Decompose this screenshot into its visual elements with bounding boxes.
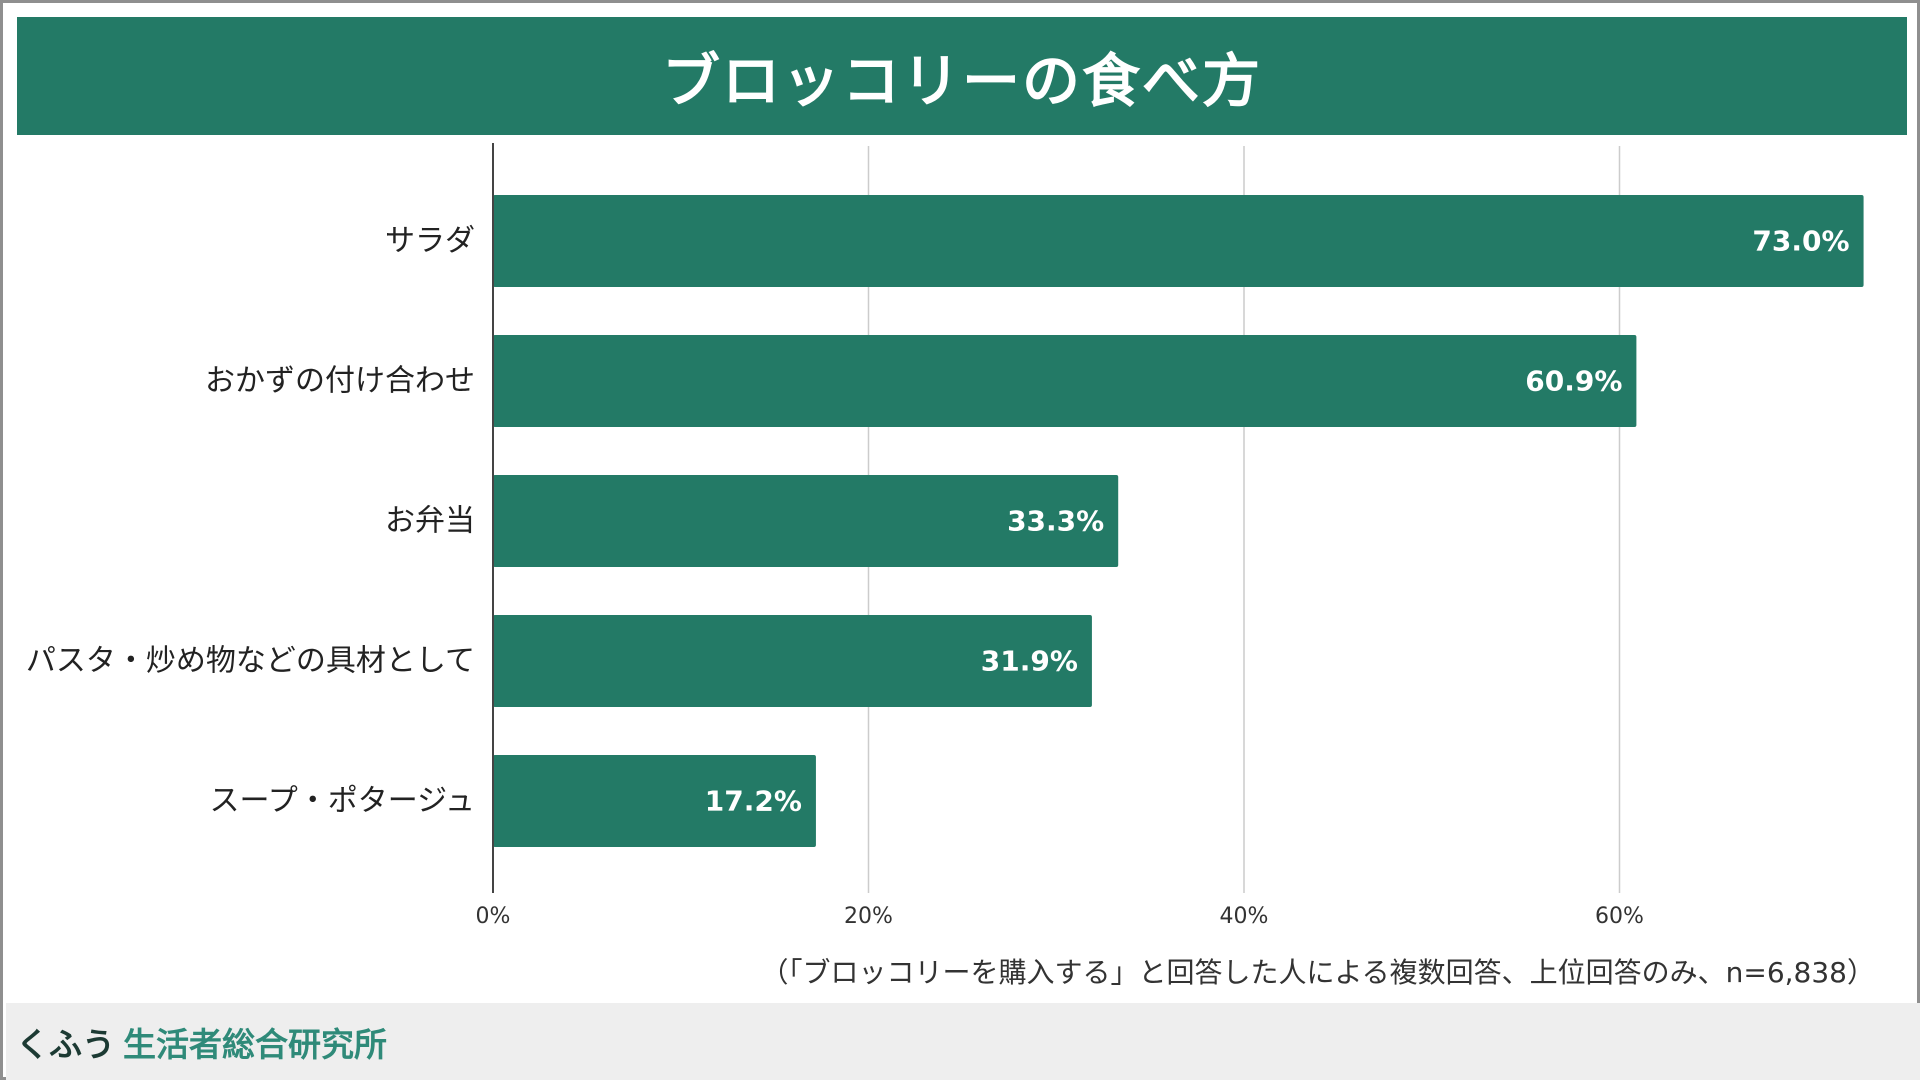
bar-chart: 73.0% サラダ 60.9% おかずの付け合わせ 33.3% お弁当 31.9% パスタ・炒… — [26, 143, 1864, 929]
organization-name-part1: くふう — [16, 1024, 115, 1064]
bar-3 — [493, 615, 1092, 707]
bar-value-label-1: 60.9% — [1525, 365, 1622, 398]
x-tick-label-3: 60% — [1595, 904, 1644, 929]
footer: くふう 生活者総合研究所 — [6, 1003, 1920, 1080]
bar-value-label-0: 73.0% — [1752, 225, 1849, 258]
category-label-1: おかずの付け合わせ — [205, 364, 475, 399]
category-label-2: お弁当 — [385, 504, 475, 539]
organization-name-part2: 生活者総合研究所 — [123, 1024, 387, 1064]
x-tick-label-2: 40% — [1220, 904, 1269, 929]
category-label-4: スープ・ポタージュ — [210, 784, 476, 819]
category-label-0: サラダ — [385, 224, 475, 259]
bar-4 — [493, 755, 816, 847]
x-tick-label-1: 20% — [844, 904, 893, 929]
bar-value-label-4: 17.2% — [705, 785, 802, 818]
bar-1 — [493, 335, 1637, 427]
footnote: （「ブロッコリーを購入する」と回答した人による複数回答、上位回答のみ、n=6,8… — [760, 956, 1875, 989]
chart-title: ブロッコリーの食べ方 — [661, 47, 1262, 115]
x-tick-label-0: 0% — [476, 904, 511, 929]
bar-0 — [493, 195, 1864, 287]
category-label-3: パスタ・炒め物などの具材として — [26, 644, 475, 679]
organization-name: くふう 生活者総合研究所 — [16, 1018, 387, 1066]
bar-value-label-3: 31.9% — [981, 645, 1078, 678]
title-bar: ブロッコリーの食べ方 — [17, 17, 1907, 135]
bar-2 — [493, 475, 1119, 567]
bar-value-label-2: 33.3% — [1007, 505, 1104, 538]
